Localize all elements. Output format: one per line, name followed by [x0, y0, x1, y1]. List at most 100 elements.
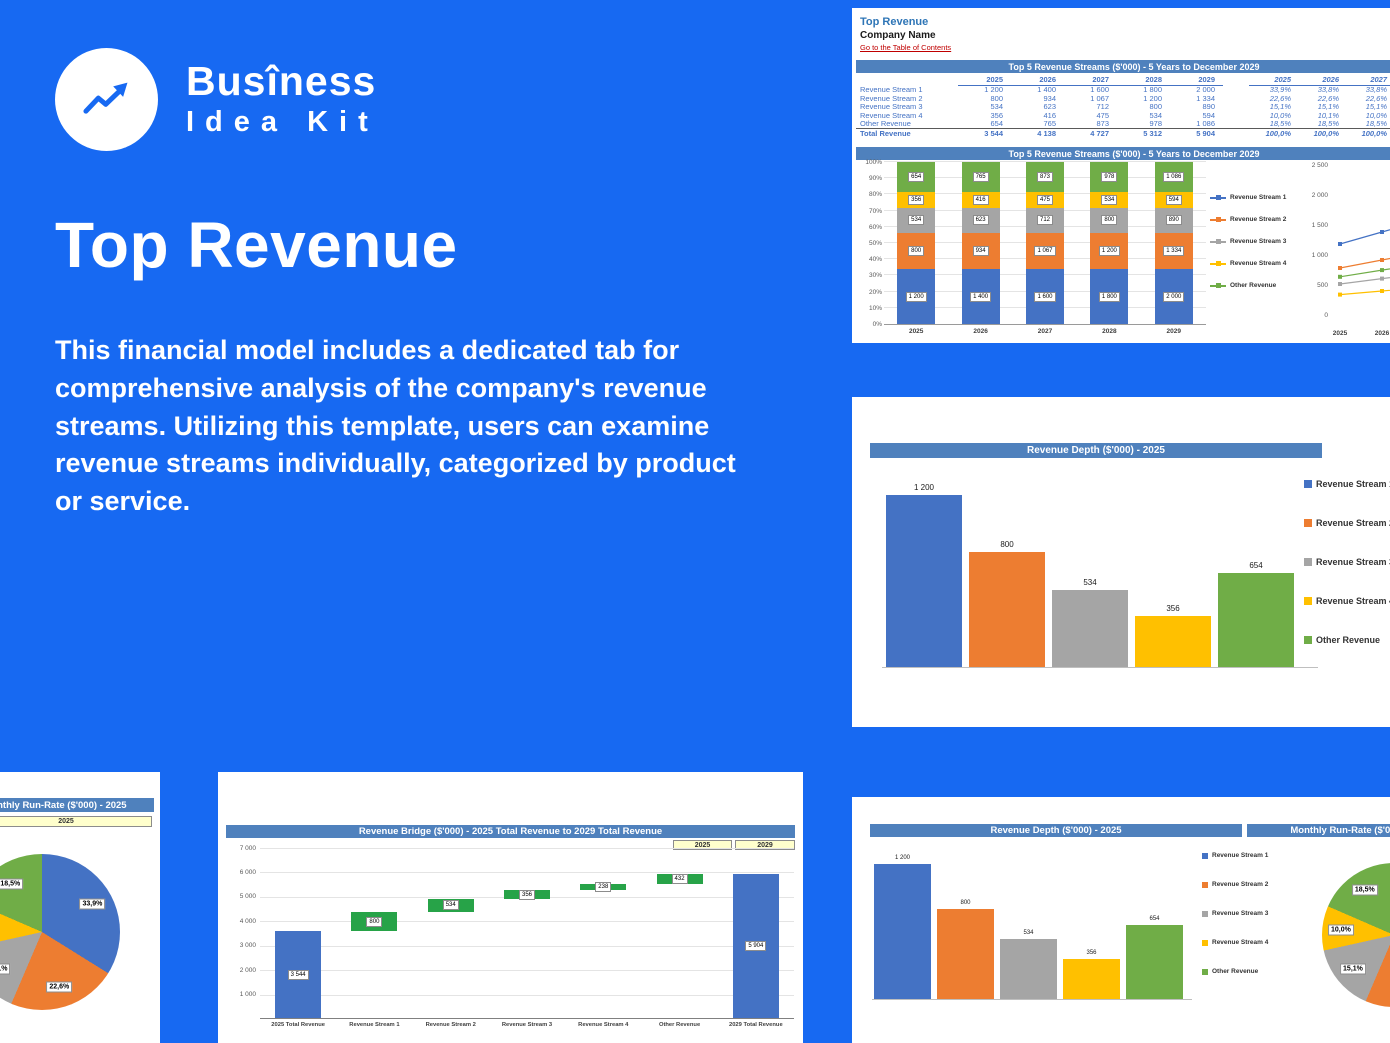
legend-label: Other Revenue: [1316, 635, 1381, 645]
bridge-start-year-selector[interactable]: 2025: [673, 840, 732, 850]
bar: [874, 864, 931, 999]
pct-cell: 15,1%: [1317, 102, 1339, 112]
stacked-segment: 356: [897, 191, 936, 209]
brand-logo-group: Busîness Idea Kit: [55, 48, 379, 151]
bridge-end-year-selector[interactable]: 2029: [735, 840, 795, 850]
bar: [1218, 573, 1294, 667]
bridge-waterfall-chart: 3 544 800 534 356 238 432 5 904: [260, 848, 794, 1019]
stacked-segment: 416: [961, 191, 1000, 209]
value-cell: 594: [1202, 110, 1215, 120]
bar: [1063, 958, 1120, 999]
year-selector[interactable]: 2025: [0, 816, 152, 827]
year-header-cell: 2027: [1064, 75, 1117, 86]
bar-value-label: 1 200: [913, 483, 935, 492]
stacked-bar-chart: 1 200 800 534 356 654 1 400 934 623 416 765 1 600 1…: [884, 161, 1206, 325]
y-tick-label: 80%: [868, 191, 882, 199]
bar: [1000, 938, 1057, 999]
company-name: Company Name: [860, 30, 936, 41]
segment-value-label: 594: [1165, 194, 1182, 205]
trend-arrow-icon: [82, 82, 127, 114]
legend-item: Revenue Stream 3: [1304, 557, 1390, 567]
legend-label: Revenue Stream 1: [1316, 479, 1390, 489]
x-tick-label: 2028: [1102, 328, 1117, 335]
value-cell: 5 904: [1196, 129, 1215, 139]
bar-value-label: 1 200: [894, 855, 910, 861]
value-cell: 1 067: [1090, 93, 1109, 103]
stacked-segment: 873: [1026, 162, 1064, 192]
table-row: Revenue Stream 4 356 416 475 534 594 10,0% 10,1…: [856, 111, 1390, 119]
stacked-chart-x-axis: 2025 2026 2027 2028 2029: [884, 328, 1206, 338]
legend-label: Revenue Stream 4: [1212, 939, 1269, 946]
runrate-pie-chart: 33,9%22,6%15,1%10,0%18,5%: [0, 854, 120, 1010]
stacked-segment: 654: [897, 162, 936, 192]
x-tick-label: 2029 Total Revenue: [728, 1022, 783, 1028]
table-row: Revenue Stream 3 534 623 712 800 890 15,1% 15,1…: [856, 103, 1390, 111]
legend-item: Revenue Stream 1: [1202, 852, 1268, 859]
value-cell: 712: [1096, 102, 1109, 112]
value-cell: 416: [1043, 110, 1056, 120]
stacked-segment: 534: [1090, 191, 1129, 209]
legend-line-marker-icon: [1210, 261, 1226, 266]
stacked-segment: 978: [1090, 162, 1129, 192]
gridline: [260, 848, 794, 849]
pct-cell: 33,8%: [1317, 85, 1339, 95]
legend-item: Revenue Stream 4: [1210, 260, 1286, 267]
stacked-chart-y-axis: 0% 10% 20% 30% 40% 50% 60% 70% 80% 90% 100%: [856, 159, 882, 328]
y-tick-label: 30%: [868, 272, 882, 280]
table-title-bar: Top 5 Revenue Streams ($'000) - 5 Years …: [856, 60, 1390, 73]
bar-value-label: 534: [1023, 929, 1034, 936]
segment-value-label: 1 086: [1163, 171, 1185, 182]
y-tick-label: 70%: [868, 207, 882, 215]
bar: [937, 909, 994, 999]
pct-cell: 15,1%: [1269, 102, 1291, 112]
segment-value-label: 1 200: [1098, 245, 1120, 256]
brand-line1: Busîness: [186, 57, 377, 104]
revenue-table: 202520262027202820292025202620272028Reve…: [856, 75, 1390, 139]
pie-slice-label: 33,9%: [79, 898, 106, 910]
waterfall-bar: 5 904: [732, 873, 779, 1018]
segment-value-label: 712: [1036, 215, 1053, 226]
legend-square-marker-icon: [1202, 968, 1208, 975]
y-tick-label: 1 500: [1311, 222, 1328, 229]
x-tick-label: Revenue Stream 1: [349, 1022, 400, 1028]
pct-year-header-cell: 2025: [1249, 75, 1297, 86]
year-header-cell: 2026: [1011, 75, 1064, 86]
value-cell: 765: [1043, 119, 1056, 128]
bar-value-label: 432: [671, 874, 688, 885]
y-tick-label: 50%: [868, 240, 882, 247]
legend-label: Revenue Stream 2: [1316, 518, 1390, 528]
legend-item: Revenue Stream 1: [1304, 479, 1390, 489]
depth-bar-chart: 1 200 800 534 356 654: [882, 483, 1318, 668]
legend-square-marker-icon: [1202, 939, 1208, 946]
pct-cell: 15,1%: [1365, 102, 1387, 112]
line-chart-y-axis: 2 500 2 000 1 500 1 000 500 0: [1292, 158, 1328, 328]
legend-label: Revenue Stream 2: [1212, 881, 1269, 888]
brand-line2: Idea Kit: [186, 106, 379, 139]
pct-cell: 100,0%: [1265, 129, 1291, 139]
waterfall-bar: 356: [504, 889, 550, 900]
waterfall-bar: 238: [580, 882, 627, 893]
stacked-segment: 800: [1090, 208, 1129, 233]
runrate-small-pie-chart: 33,9%22,6%15,1%10,0%18,5%: [1322, 863, 1390, 1007]
segment-value-label: 1 334: [1163, 245, 1185, 256]
bar-value-label: 654: [1149, 916, 1160, 923]
value-cell: 1 600: [1090, 85, 1109, 95]
segment-value-label: 356: [908, 195, 925, 206]
y-tick-label: 3 000: [239, 942, 256, 950]
pct-cell: 18,5%: [1317, 119, 1339, 128]
waterfall-bar: 3 544: [275, 931, 322, 1018]
row-label-cell: Revenue Stream 1: [860, 85, 923, 95]
legend-square-marker-icon: [1304, 480, 1312, 488]
x-tick-label: 2025: [1332, 330, 1348, 337]
pct-cell: 33,8%: [1365, 85, 1387, 95]
bar-value-label: 356: [1166, 603, 1180, 613]
pct-cell: 10,0%: [1269, 110, 1291, 120]
page-description: This financial model includes a dedicate…: [55, 335, 736, 517]
bar: [1126, 925, 1183, 999]
segment-value-label: 800: [908, 245, 925, 256]
stacked-segment: 1 400: [961, 269, 1000, 324]
pie-slice-label: 15,1%: [0, 963, 11, 975]
bar-value-label: 654: [1249, 561, 1263, 571]
table-of-contents-link[interactable]: Go to the Table of Contents: [860, 43, 952, 52]
